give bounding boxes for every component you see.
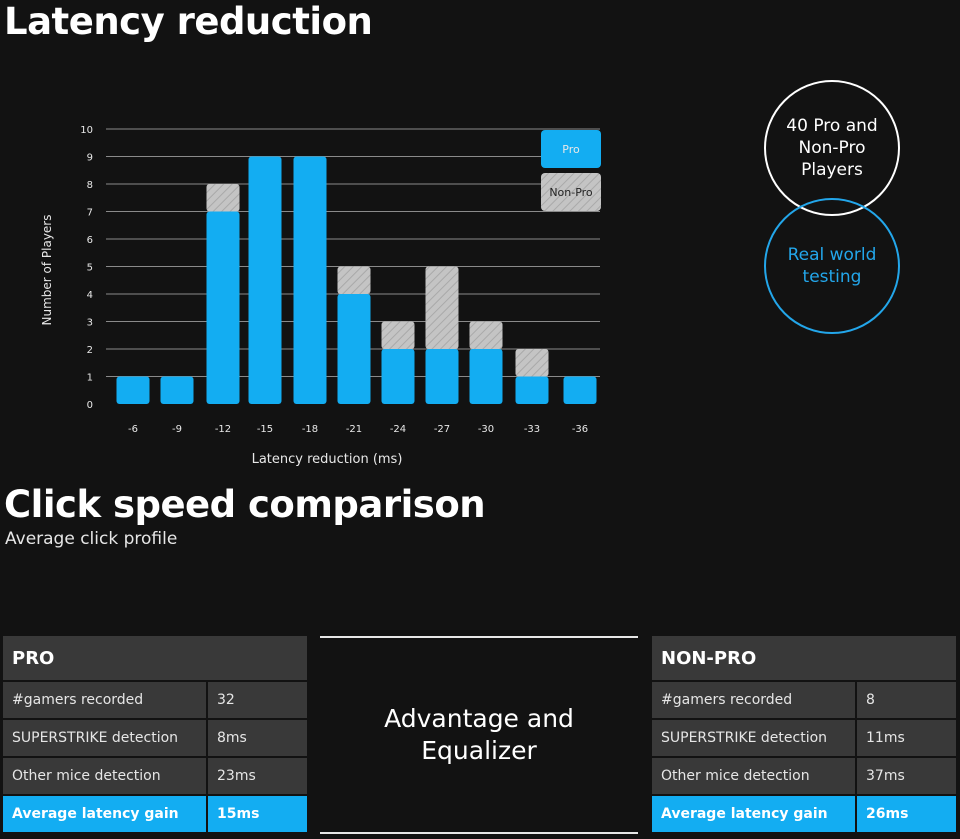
y-tick-label: 2 <box>87 345 93 356</box>
click-speed-title: Click speed comparison <box>4 483 486 526</box>
bar-non-pro <box>337 266 371 294</box>
table-row-highlight: Average latency gain 26ms <box>652 796 956 832</box>
bar-pro <box>337 294 371 404</box>
bar-pro <box>425 349 459 404</box>
y-tick-label: 7 <box>87 208 93 219</box>
row-value: 15ms <box>208 796 307 832</box>
bar-pro <box>160 376 194 404</box>
bar-non-pro <box>515 349 549 377</box>
chart-bars <box>116 156 597 404</box>
x-tick-label: -30 <box>478 424 494 435</box>
testing-circle: Real world testing <box>764 198 900 334</box>
row-value: 32 <box>208 682 307 718</box>
row-label: Other mice detection <box>652 758 855 794</box>
y-tick-label: 6 <box>87 235 93 246</box>
players-circle: 40 Pro and Non-Pro Players <box>764 80 900 216</box>
bar-pro <box>293 156 327 404</box>
y-tick-label: 10 <box>80 125 93 136</box>
bar-pro <box>248 156 282 404</box>
row-value: 11ms <box>857 720 956 756</box>
x-axis-ticks: -6 -9 -12 -15 -18 -21 -24 -27 -30 -33 -36 <box>128 424 588 435</box>
pro-table-header: PRO <box>3 636 307 680</box>
x-tick-label: -18 <box>302 424 318 435</box>
bar-non-pro <box>381 321 415 349</box>
legend: Pro Non-Pro <box>541 130 601 211</box>
bar-non-pro <box>469 321 503 349</box>
bar-pro <box>116 376 150 404</box>
latency-bar-chart: 0 1 2 3 4 5 6 7 8 9 10 -6 -9 -12 -15 -18 -21 -24 -27 -30 -3… <box>40 125 601 467</box>
table-row: SUPERSTRIKE detection 8ms <box>3 720 307 756</box>
y-tick-label: 3 <box>87 318 93 329</box>
table-row: SUPERSTRIKE detection 11ms <box>652 720 956 756</box>
legend-nonpro-swatch <box>541 173 601 211</box>
row-label: #gamers recorded <box>652 682 855 718</box>
x-tick-label: -24 <box>390 424 406 435</box>
legend-pro-swatch <box>541 130 601 168</box>
y-tick-label: 5 <box>87 263 93 274</box>
y-tick-label: 8 <box>87 180 93 191</box>
x-tick-label: -15 <box>257 424 273 435</box>
table-row: Other mice detection 23ms <box>3 758 307 794</box>
row-value: 8 <box>857 682 956 718</box>
bar-non-pro <box>425 266 459 349</box>
latency-title: Latency reduction <box>4 0 373 43</box>
testing-circle-text: Real world testing <box>787 245 877 287</box>
click-speed-subtitle: Average click profile <box>5 529 178 549</box>
bar-non-pro <box>206 184 240 212</box>
bar-pro <box>515 376 549 404</box>
x-tick-label: -33 <box>524 424 540 435</box>
nonpro-table-header: NON-PRO <box>652 636 956 680</box>
pro-table: PRO #gamers recorded 32 SUPERSTRIKE dete… <box>3 636 307 834</box>
table-row: Other mice detection 37ms <box>652 758 956 794</box>
row-label: SUPERSTRIKE detection <box>3 720 206 756</box>
table-row: #gamers recorded 8 <box>652 682 956 718</box>
row-value: 23ms <box>208 758 307 794</box>
legend-pro-label: Pro <box>562 143 580 156</box>
bar-pro <box>381 349 415 404</box>
nonpro-table: NON-PRO #gamers recorded 8 SUPERSTRIKE d… <box>652 636 956 834</box>
legend-nonpro-label: Non-Pro <box>549 186 593 199</box>
x-tick-label: -36 <box>572 424 588 435</box>
row-label: Average latency gain <box>652 796 855 832</box>
row-label: #gamers recorded <box>3 682 206 718</box>
x-tick-label: -27 <box>434 424 450 435</box>
table-row-highlight: Average latency gain 15ms <box>3 796 307 832</box>
row-label: SUPERSTRIKE detection <box>652 720 855 756</box>
row-label: Average latency gain <box>3 796 206 832</box>
row-value: 8ms <box>208 720 307 756</box>
bar-pro <box>563 376 597 404</box>
y-tick-label: 9 <box>87 153 93 164</box>
row-label: Other mice detection <box>3 758 206 794</box>
bar-pro <box>469 349 503 404</box>
advantage-text: Advantage and Equalizer <box>384 704 574 765</box>
x-axis-label: Latency reduction (ms) <box>252 452 403 467</box>
x-tick-label: -21 <box>346 424 362 435</box>
x-tick-label: -12 <box>215 424 231 435</box>
advantage-panel: Advantage and Equalizer <box>320 636 638 834</box>
row-value: 37ms <box>857 758 956 794</box>
row-value: 26ms <box>857 796 956 832</box>
bar-pro <box>206 211 240 404</box>
y-tick-label: 4 <box>87 290 93 301</box>
y-tick-label: 0 <box>87 400 93 411</box>
table-row: #gamers recorded 32 <box>3 682 307 718</box>
x-tick-label: -9 <box>172 424 182 435</box>
y-axis-ticks: 0 1 2 3 4 5 6 7 8 9 10 <box>80 125 93 411</box>
y-tick-label: 1 <box>87 373 93 384</box>
players-circle-text: 40 Pro and Non-Pro Players <box>786 116 878 180</box>
y-axis-label: Number of Players <box>40 215 54 326</box>
x-tick-label: -6 <box>128 424 138 435</box>
